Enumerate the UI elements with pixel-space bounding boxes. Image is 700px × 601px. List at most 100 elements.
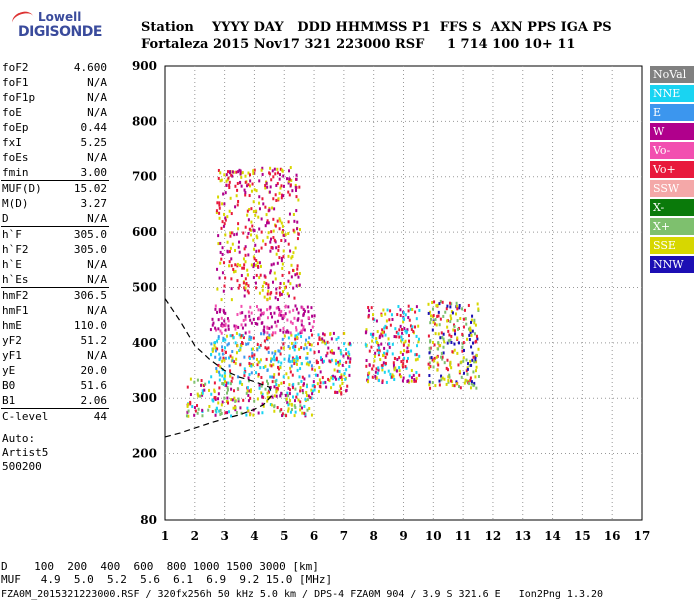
echo-point	[472, 370, 475, 374]
echo-point	[235, 324, 238, 328]
legend-item: X-	[650, 199, 694, 216]
echo-point	[276, 386, 279, 390]
echo-point	[278, 227, 281, 231]
echo-point	[415, 371, 418, 375]
echo-point	[448, 373, 451, 377]
echo-point	[248, 413, 251, 417]
echo-point	[237, 222, 240, 226]
echo-point	[273, 358, 276, 362]
echo-point	[456, 336, 459, 340]
echo-point	[295, 188, 298, 192]
echo-point	[261, 411, 264, 415]
echo-point	[273, 207, 276, 211]
echo-point	[310, 396, 313, 400]
echo-point	[291, 386, 294, 390]
param-value: N/A	[87, 349, 107, 362]
x-tick-label: 9	[399, 529, 407, 543]
param-row: foF1p N/A	[1, 90, 109, 105]
echo-point	[261, 166, 264, 170]
echo-point	[293, 348, 296, 352]
echo-point	[250, 311, 253, 315]
echo-point	[318, 366, 321, 370]
echo-point	[318, 378, 321, 382]
echo-point	[453, 342, 456, 346]
param-row: foF2 4.600	[1, 60, 109, 75]
echo-point	[345, 352, 348, 356]
echo-point	[456, 319, 459, 323]
echo-point	[315, 359, 318, 363]
echo-point	[474, 323, 477, 327]
echo-point	[276, 167, 279, 171]
echo-point	[468, 338, 471, 342]
echo-point	[217, 337, 220, 341]
profile-curves	[164, 298, 273, 438]
echo-point	[466, 337, 469, 341]
echo-point	[262, 239, 265, 243]
echo-point	[281, 266, 284, 270]
echo-point	[438, 323, 441, 327]
x-tick-label: 14	[544, 529, 561, 543]
echo-point	[247, 379, 250, 383]
param-label: h`F2	[2, 243, 29, 256]
echo-point	[383, 326, 386, 330]
echo-point	[248, 364, 251, 368]
echo-point	[321, 360, 324, 364]
echo-point	[308, 336, 311, 340]
echo-point	[291, 268, 294, 272]
echo-point	[271, 380, 274, 384]
y-tick-label: 200	[132, 447, 157, 461]
echo-point	[476, 302, 479, 306]
echo-point	[245, 391, 248, 395]
echo-point	[347, 342, 350, 346]
echo-point	[286, 292, 289, 296]
echo-point	[455, 380, 458, 384]
echo-point	[319, 338, 322, 342]
echo-point	[296, 237, 299, 241]
echo-point	[226, 317, 229, 321]
echo-point	[254, 209, 257, 213]
echo-point	[395, 330, 398, 334]
echo-point	[239, 406, 242, 410]
echo-point	[271, 375, 274, 379]
param-label: fmin	[2, 166, 29, 179]
echo-point	[193, 380, 196, 384]
echo-point	[291, 189, 294, 193]
echo-point	[257, 372, 260, 376]
echo-point	[229, 354, 232, 358]
echo-point	[253, 188, 256, 192]
echo-point	[264, 364, 267, 368]
echo-point	[431, 340, 434, 344]
echo-point	[241, 382, 244, 386]
echo-point	[252, 172, 255, 176]
echo-point	[208, 380, 211, 384]
echo-point	[215, 369, 218, 373]
echo-point	[463, 381, 466, 385]
echo-point	[290, 408, 293, 412]
echo-point	[323, 333, 326, 337]
echo-point	[222, 336, 225, 340]
echo-point	[262, 365, 265, 369]
echo-point	[266, 221, 269, 225]
echo-point	[210, 342, 213, 346]
echo-point	[395, 369, 398, 373]
echo-point	[461, 349, 464, 353]
echo-point	[365, 330, 368, 334]
echo-point	[365, 364, 368, 368]
echo-point	[251, 224, 254, 228]
echo-point	[236, 313, 239, 317]
echo-point	[338, 389, 341, 393]
echo-point	[435, 323, 438, 327]
echo-point	[285, 397, 288, 401]
param-row: foE N/A	[1, 105, 109, 120]
echo-point	[266, 368, 269, 372]
echo-point	[225, 381, 228, 385]
echo-point	[306, 305, 309, 309]
echo-point	[441, 300, 444, 304]
echo-point	[248, 227, 251, 231]
echo-point	[255, 259, 258, 263]
echo-point	[400, 339, 403, 343]
echo-point	[280, 193, 283, 197]
echo-point	[237, 227, 240, 231]
echo-point	[223, 371, 226, 375]
echo-point	[438, 302, 441, 306]
